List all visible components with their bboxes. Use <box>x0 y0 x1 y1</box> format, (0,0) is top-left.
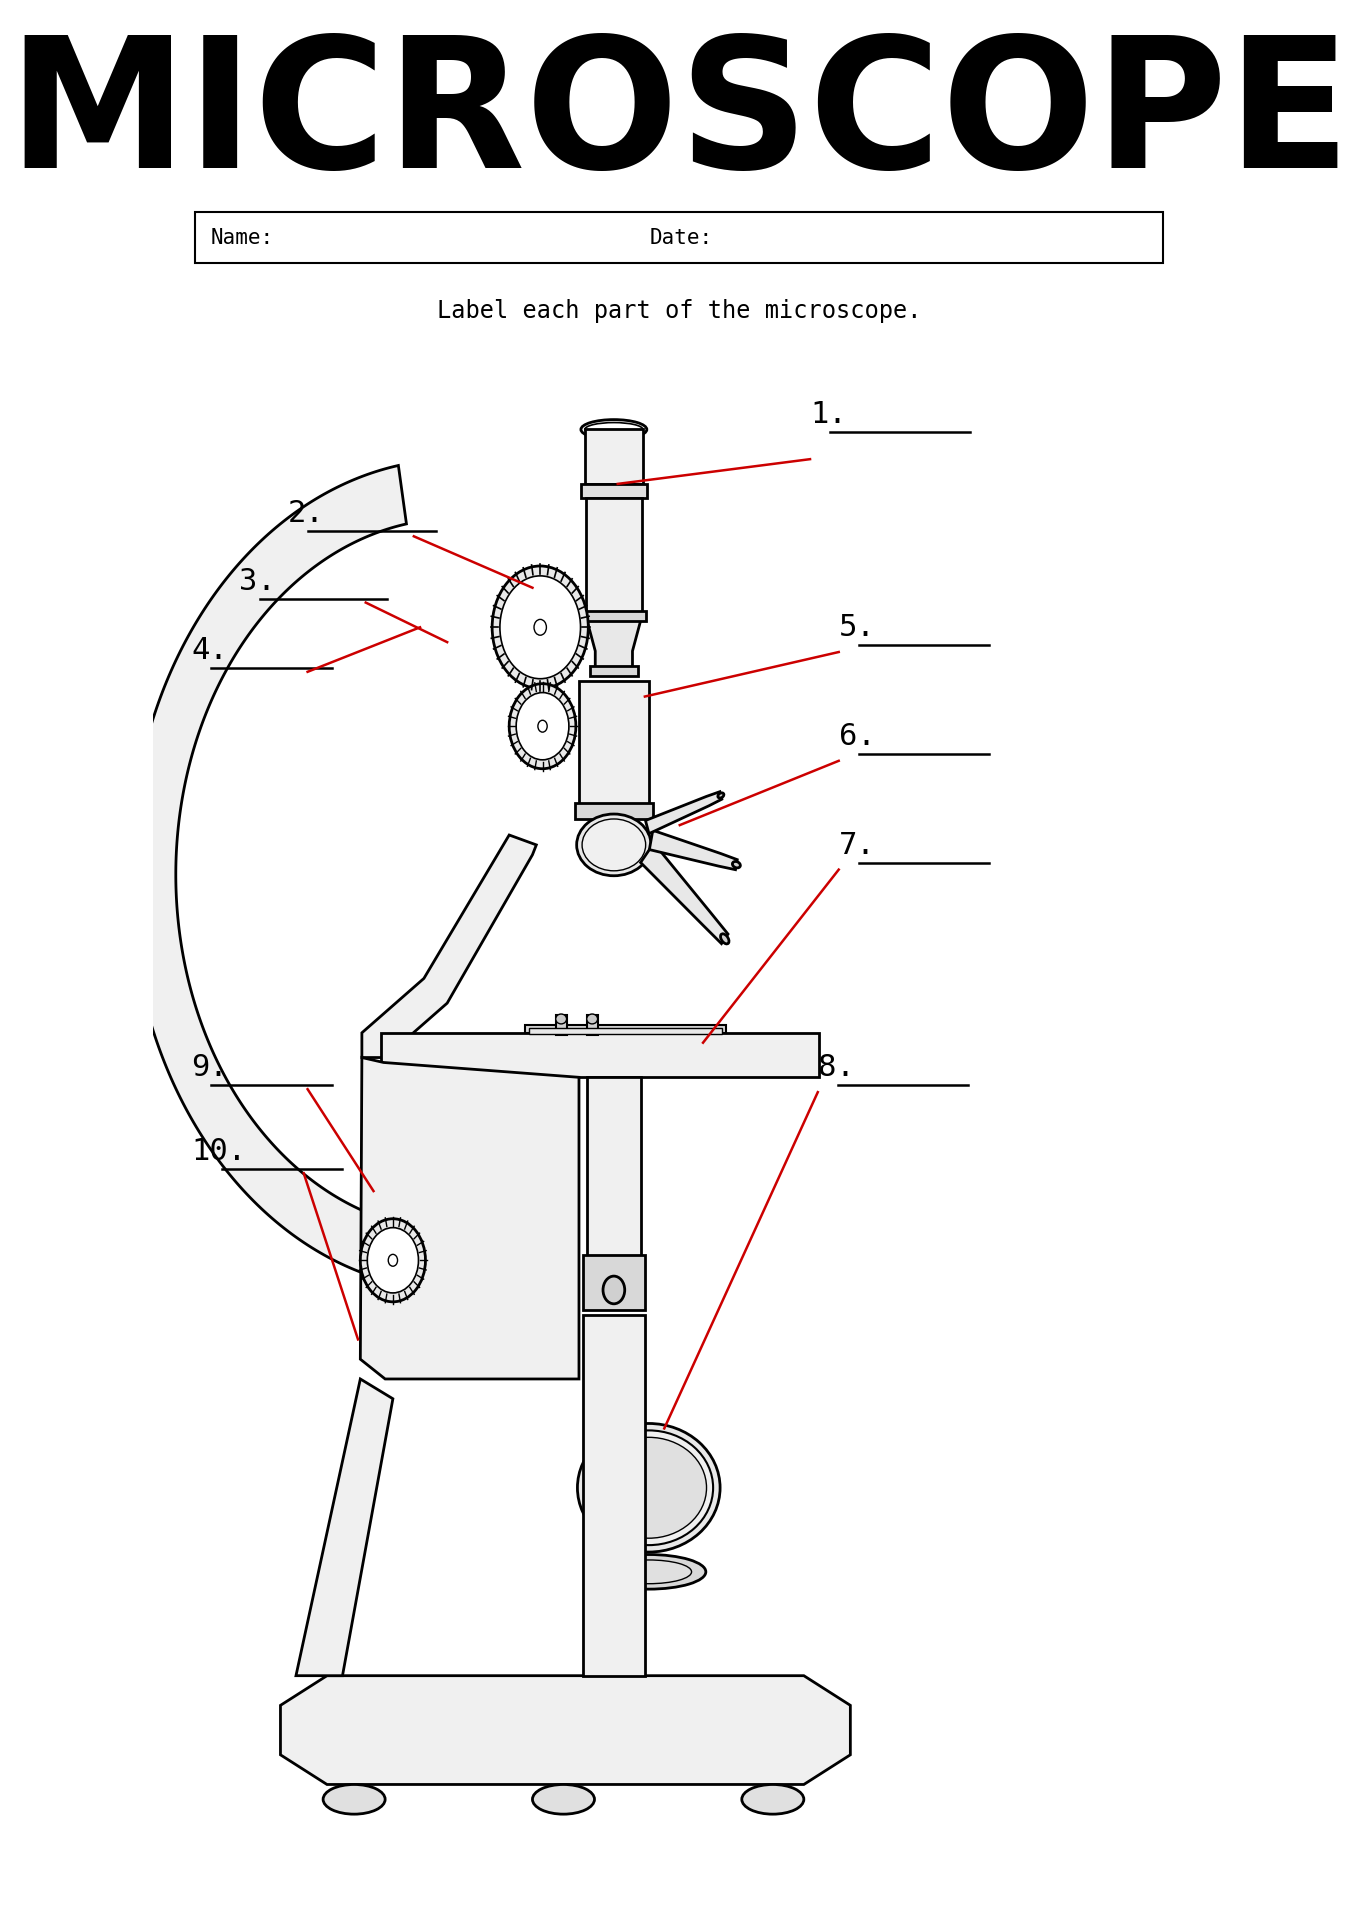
Text: 6.: 6. <box>839 722 876 751</box>
FancyBboxPatch shape <box>579 682 649 816</box>
Text: MICROSCOPE: MICROSCOPE <box>7 31 1351 205</box>
Text: 2.: 2. <box>288 499 325 528</box>
Text: 7.: 7. <box>839 831 876 860</box>
FancyBboxPatch shape <box>583 1315 645 1676</box>
Ellipse shape <box>577 814 650 876</box>
FancyBboxPatch shape <box>581 484 646 497</box>
Polygon shape <box>645 791 722 833</box>
Text: 3.: 3. <box>239 566 276 595</box>
Circle shape <box>538 720 547 732</box>
Text: 8.: 8. <box>818 1054 854 1083</box>
FancyBboxPatch shape <box>528 1027 722 1033</box>
Polygon shape <box>129 465 406 1284</box>
Polygon shape <box>360 1058 579 1379</box>
FancyBboxPatch shape <box>585 430 642 484</box>
Ellipse shape <box>555 1014 566 1023</box>
FancyBboxPatch shape <box>587 1077 641 1260</box>
Ellipse shape <box>721 933 729 945</box>
Ellipse shape <box>516 693 569 760</box>
Text: 4.: 4. <box>191 636 228 664</box>
FancyBboxPatch shape <box>583 611 645 622</box>
Polygon shape <box>296 1379 392 1676</box>
Ellipse shape <box>367 1227 418 1292</box>
Text: 1.: 1. <box>809 401 847 430</box>
Ellipse shape <box>584 1430 713 1546</box>
Ellipse shape <box>732 862 740 868</box>
Text: 10.: 10. <box>191 1137 246 1165</box>
FancyBboxPatch shape <box>382 1033 819 1077</box>
Ellipse shape <box>587 1014 598 1023</box>
Text: Name:: Name: <box>210 228 274 248</box>
Polygon shape <box>281 1676 850 1784</box>
FancyBboxPatch shape <box>585 497 642 616</box>
Ellipse shape <box>741 1784 804 1814</box>
FancyBboxPatch shape <box>524 1025 727 1033</box>
Ellipse shape <box>592 1555 706 1590</box>
Ellipse shape <box>360 1219 425 1302</box>
FancyBboxPatch shape <box>555 1016 566 1035</box>
Polygon shape <box>585 616 642 670</box>
Ellipse shape <box>532 1784 595 1814</box>
FancyBboxPatch shape <box>574 803 653 820</box>
Ellipse shape <box>492 566 588 689</box>
Ellipse shape <box>606 1559 691 1584</box>
Ellipse shape <box>583 820 645 872</box>
Ellipse shape <box>603 1277 625 1304</box>
Ellipse shape <box>323 1784 386 1814</box>
Ellipse shape <box>577 1423 720 1551</box>
Ellipse shape <box>500 576 580 680</box>
Text: Label each part of the microscope.: Label each part of the microscope. <box>437 300 921 323</box>
Ellipse shape <box>581 420 646 440</box>
Polygon shape <box>361 835 536 1058</box>
FancyBboxPatch shape <box>583 1256 645 1309</box>
Ellipse shape <box>718 793 724 799</box>
Text: 5.: 5. <box>839 612 876 641</box>
Text: 9.: 9. <box>191 1054 228 1083</box>
FancyBboxPatch shape <box>589 666 638 676</box>
Polygon shape <box>649 829 737 870</box>
Ellipse shape <box>591 1438 706 1538</box>
FancyBboxPatch shape <box>587 1016 598 1035</box>
FancyBboxPatch shape <box>196 211 1162 263</box>
Circle shape <box>388 1254 398 1265</box>
Circle shape <box>534 620 546 636</box>
Text: Date:: Date: <box>650 228 713 248</box>
Polygon shape <box>641 843 728 943</box>
Ellipse shape <box>509 684 576 768</box>
Ellipse shape <box>585 422 642 436</box>
